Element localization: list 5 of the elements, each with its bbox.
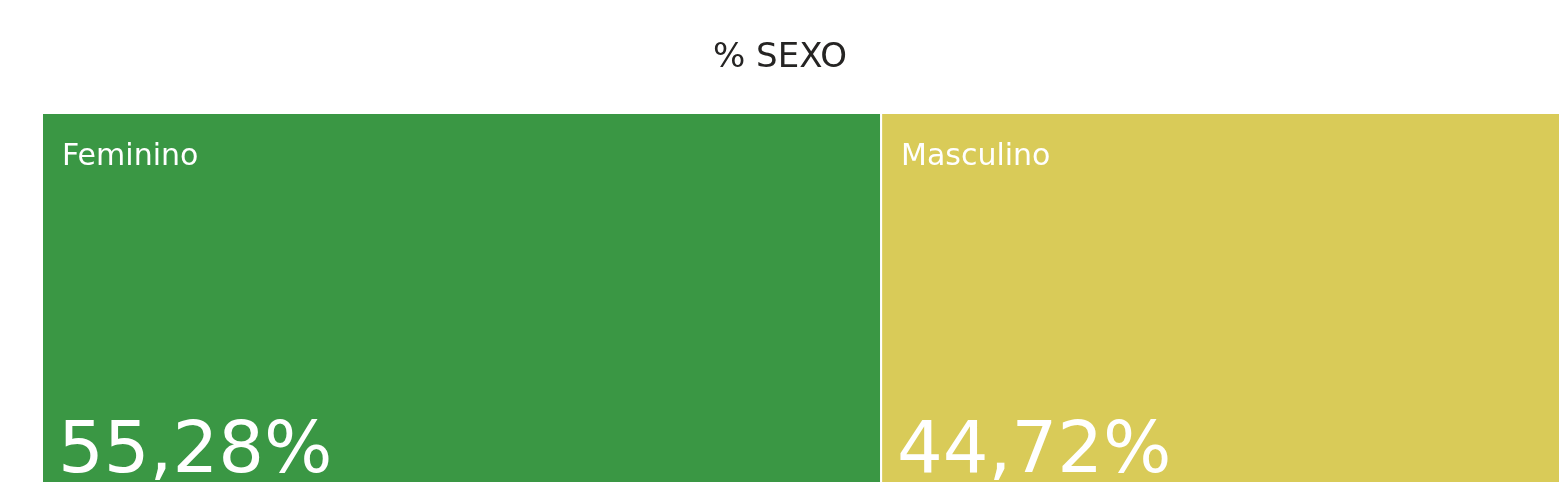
text: % SEXO <box>712 34 848 75</box>
category-label: Masculino <box>901 137 1051 172</box>
data-label: 44,72% <box>897 405 1172 489</box>
category-label: Feminino <box>62 137 199 172</box>
data-label: 55,28% <box>58 405 333 489</box>
